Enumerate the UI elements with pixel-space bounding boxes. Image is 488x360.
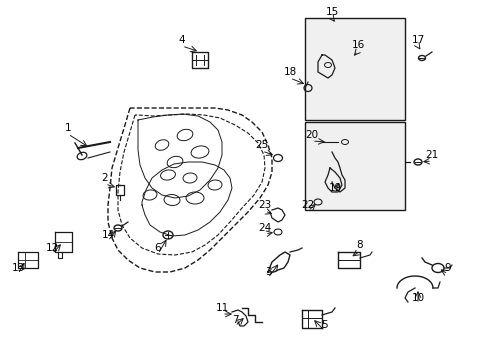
Text: 11: 11 [215, 303, 228, 313]
Text: 4: 4 [178, 35, 185, 45]
Text: 5: 5 [321, 320, 327, 330]
Text: 16: 16 [351, 40, 364, 50]
Text: 3: 3 [264, 267, 271, 277]
Text: 9: 9 [444, 263, 450, 273]
Text: 20: 20 [305, 130, 318, 140]
Text: 1: 1 [64, 123, 71, 133]
Text: 21: 21 [425, 150, 438, 160]
Text: 8: 8 [356, 240, 363, 250]
Text: 10: 10 [410, 293, 424, 303]
Text: 25: 25 [255, 140, 268, 150]
Text: 18: 18 [283, 67, 296, 77]
Text: 24: 24 [258, 223, 271, 233]
Text: 17: 17 [410, 35, 424, 45]
Text: 13: 13 [11, 263, 24, 273]
Text: 19: 19 [328, 183, 341, 193]
Text: 14: 14 [101, 230, 114, 240]
Bar [305, 122, 404, 210]
Text: 7: 7 [231, 315, 238, 325]
Text: 12: 12 [45, 243, 59, 253]
Text: 22: 22 [301, 200, 314, 210]
Bar [305, 18, 404, 120]
Text: 23: 23 [258, 200, 271, 210]
Text: 6: 6 [154, 243, 161, 253]
Text: 15: 15 [325, 7, 338, 17]
Text: 2: 2 [102, 173, 108, 183]
